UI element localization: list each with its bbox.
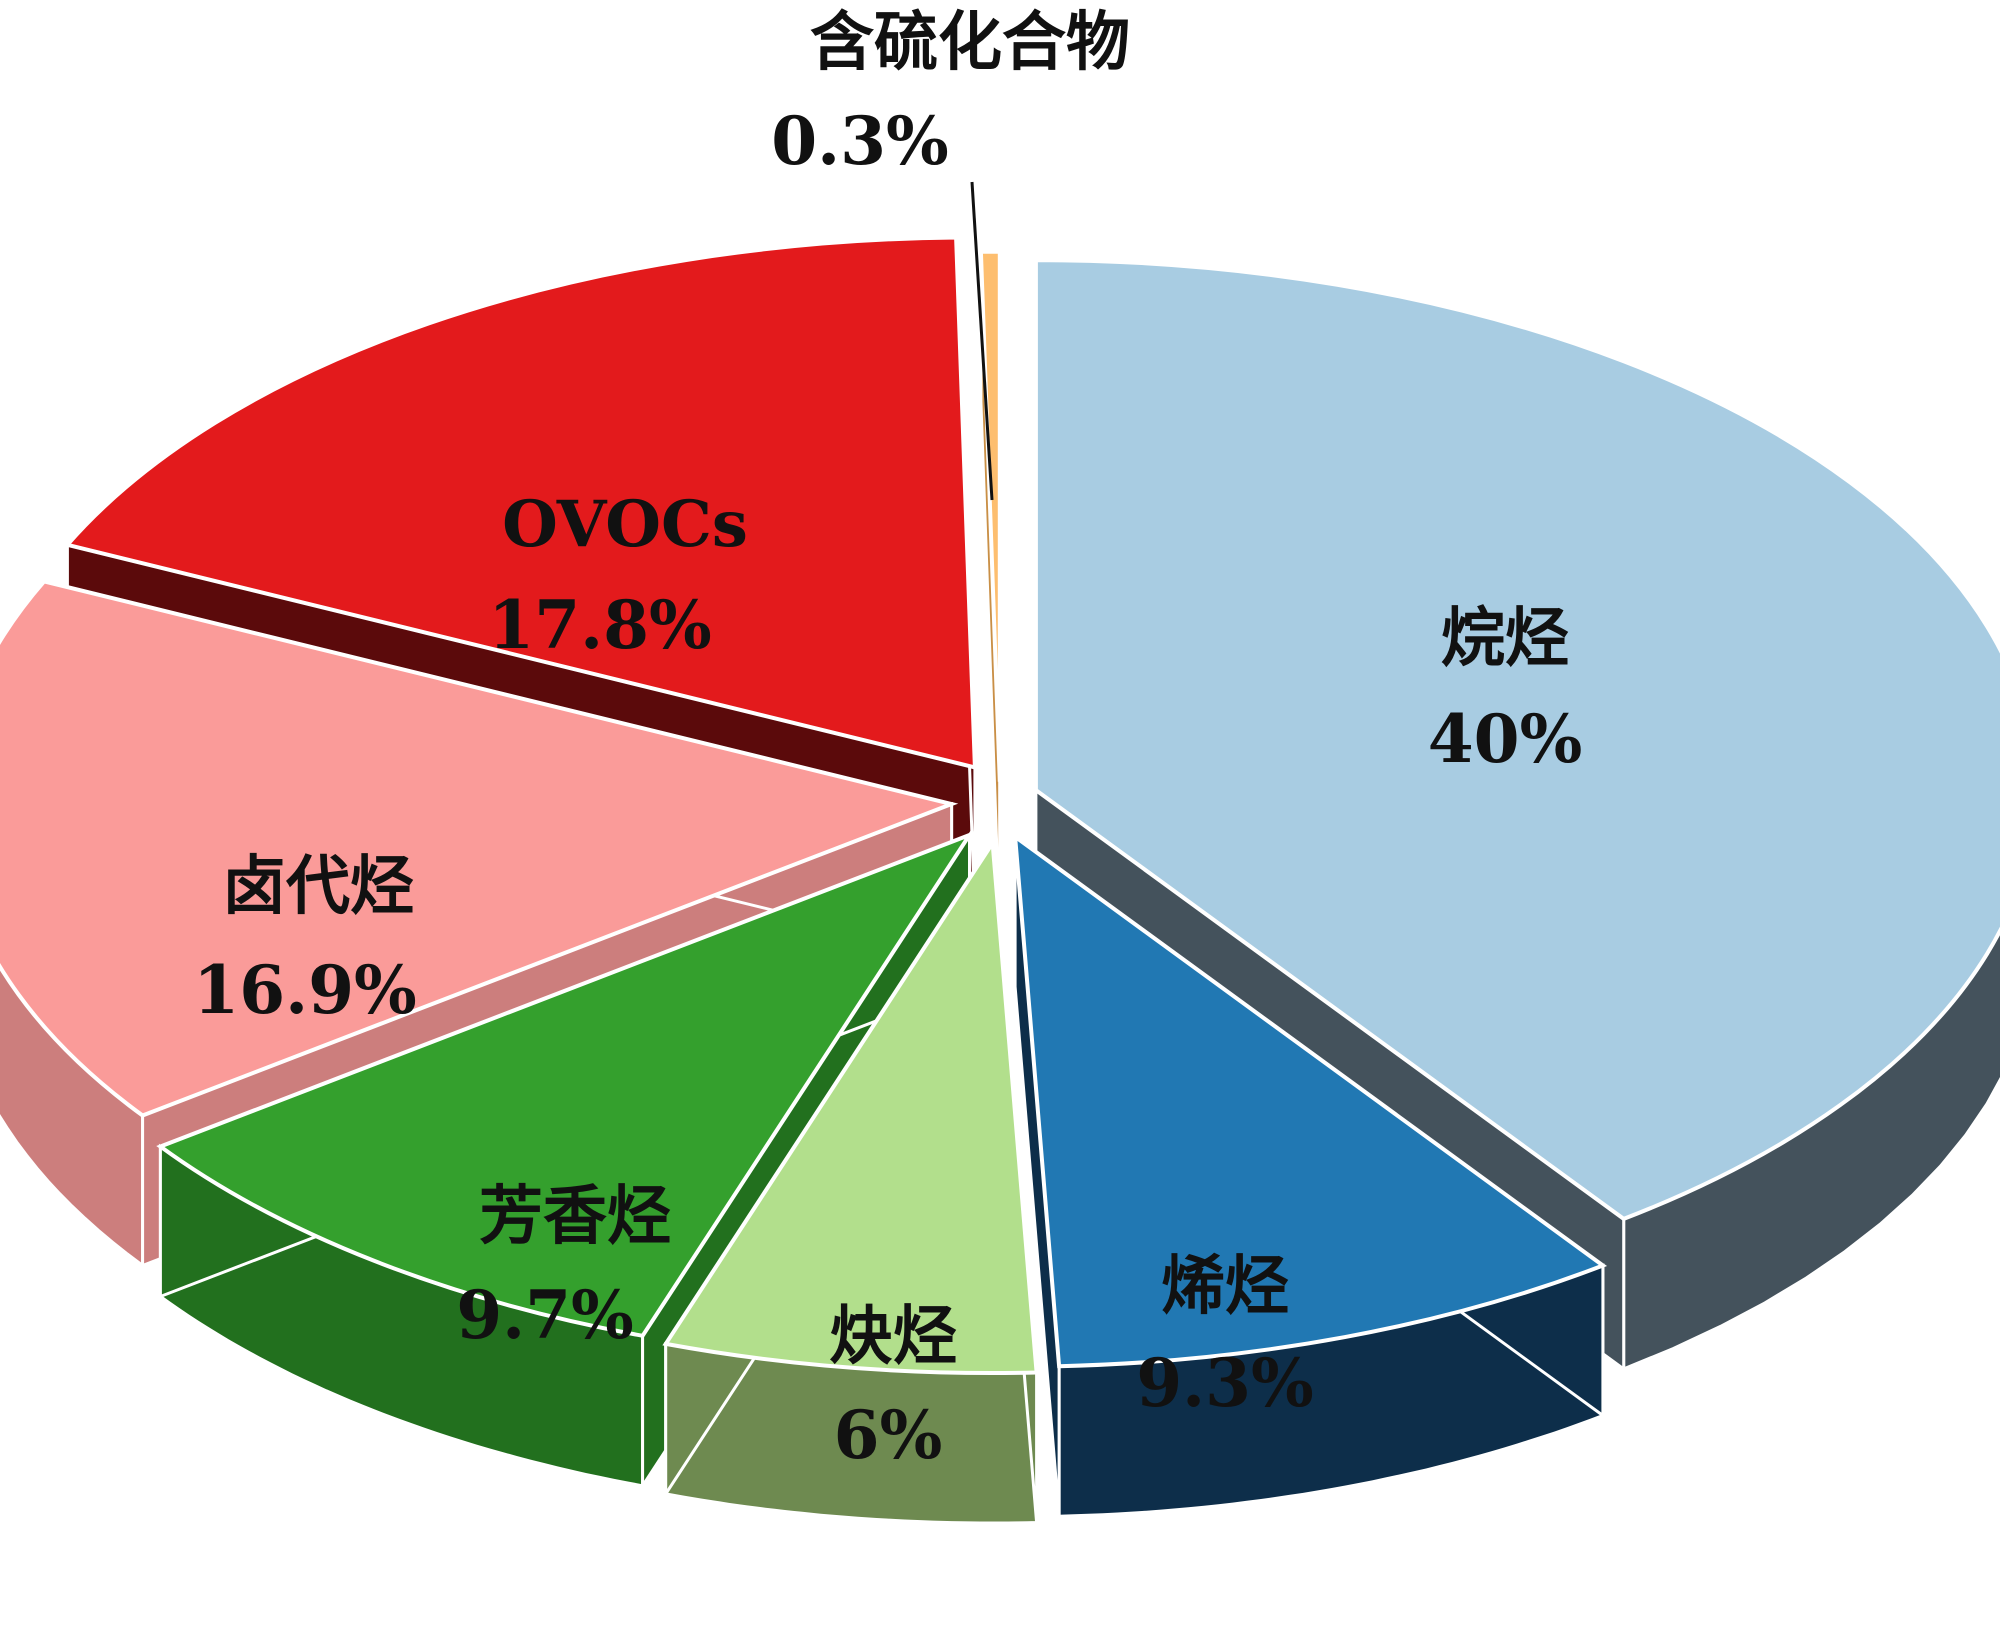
slice-label-value-5: 17.8% — [488, 586, 711, 664]
slice-label-name-0: 烷烃 — [1441, 601, 1569, 676]
slice-label-value-3: 9.7% — [456, 1276, 634, 1354]
slice-top-1 — [1012, 832, 1608, 1369]
slice-label-value-4: 16.9% — [193, 951, 416, 1029]
slice-label-value-2: 6% — [834, 1396, 943, 1474]
slice-label-name-4: 卤代烃 — [222, 849, 414, 924]
slice-label-name-1: 烯烃 — [1161, 1249, 1289, 1324]
slice-label-name-5: OVOCs — [502, 487, 748, 562]
slice-label-value-0: 40% — [1428, 700, 1583, 778]
slice-top-3 — [156, 830, 975, 1339]
slice-label-value-1: 9.3% — [1136, 1344, 1314, 1422]
slice-label-name-6: 含硫化合物 — [810, 5, 1130, 80]
slice-top-0 — [1033, 258, 2000, 1222]
slice-top-2 — [662, 837, 1039, 1376]
slice-label-name-3: 芳香烃 — [479, 1179, 671, 1254]
slice-top-4 — [0, 579, 959, 1118]
slice-top-5 — [63, 235, 977, 770]
slice-label-name-2: 炔烃 — [829, 1299, 957, 1374]
pie-labels: 烷烃 40% 烯烃 9.3% 炔烃 6% 芳香烃 9.7% 卤代烃 16.9% … — [193, 5, 1582, 1474]
pie-slices — [0, 235, 2000, 1525]
slice-label-value-6: 0.3% — [771, 102, 949, 180]
leader-line-sulfur — [970, 181, 994, 501]
